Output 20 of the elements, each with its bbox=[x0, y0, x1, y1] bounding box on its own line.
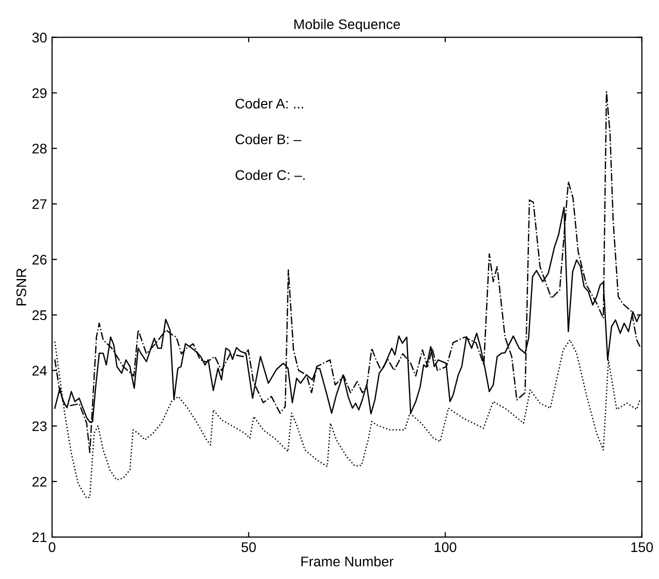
x-tick-label: 100 bbox=[434, 542, 456, 552]
x-tick-label: 0 bbox=[48, 542, 56, 552]
y-tick-label: 24 bbox=[32, 366, 47, 376]
y-tick-label: 30 bbox=[32, 32, 47, 43]
y-tick-label: 25 bbox=[32, 310, 47, 320]
y-tick-label: 21 bbox=[32, 532, 47, 542]
y-tick-label: 22 bbox=[32, 476, 47, 487]
x-axis-title: Frame Number bbox=[301, 556, 394, 566]
annotation: Coder C: –. bbox=[236, 170, 305, 180]
chart-title: Mobile Sequence bbox=[294, 18, 400, 32]
y-tick-label: 28 bbox=[32, 144, 47, 154]
x-tick-label: 150 bbox=[631, 542, 653, 552]
x-tick-label: 50 bbox=[241, 542, 256, 552]
y-axis-title: PSNR bbox=[16, 268, 26, 306]
y-tick-label: 29 bbox=[32, 88, 47, 98]
annotation: Coder B: – bbox=[236, 134, 302, 144]
y-tick-label: 26 bbox=[32, 254, 47, 265]
y-tick-label: 23 bbox=[32, 421, 47, 432]
y-tick-label: 27 bbox=[32, 199, 47, 209]
annotation: Coder A: ... bbox=[236, 98, 304, 109]
